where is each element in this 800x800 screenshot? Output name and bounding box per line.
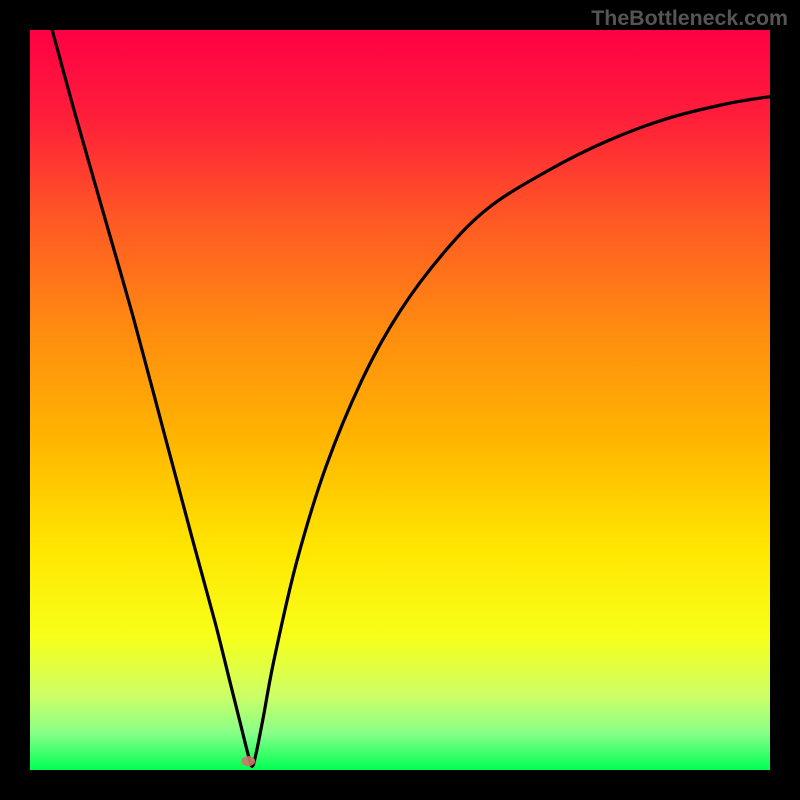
plot-area: [30, 30, 770, 770]
chart-frame: TheBottleneck.com: [0, 0, 800, 800]
gradient-background: [30, 30, 770, 770]
plot-svg: [30, 30, 770, 770]
optimum-marker: [241, 756, 255, 766]
watermark-text: TheBottleneck.com: [591, 6, 788, 31]
